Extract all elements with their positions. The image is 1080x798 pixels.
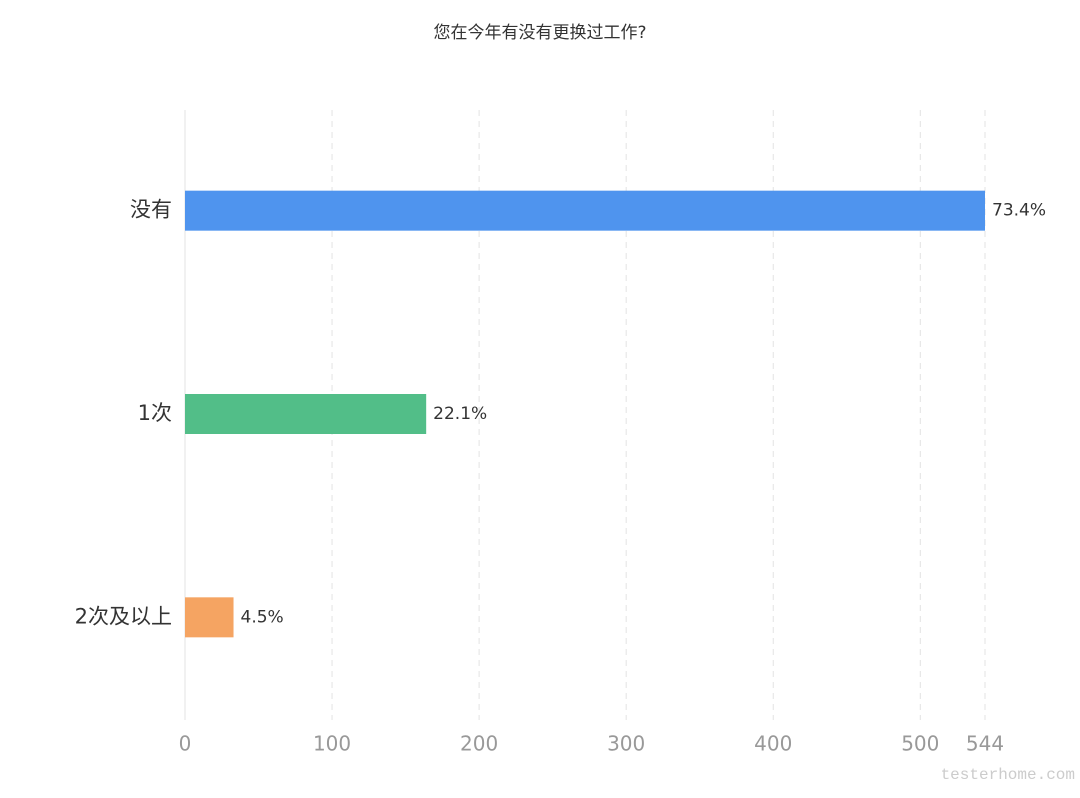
data-label: 22.1% (433, 404, 487, 424)
watermark: testerhome.com (941, 766, 1075, 784)
y-tick-label: 2次及以上 (75, 604, 172, 628)
bar (185, 190, 985, 231)
x-tick-label: 300 (607, 732, 645, 756)
y-tick-label: 没有 (130, 198, 172, 222)
data-label: 4.5% (241, 607, 284, 627)
x-tick-label: 200 (460, 732, 498, 756)
chart-title: 您在今年有没有更换过工作? (433, 23, 646, 43)
x-tick-label: 400 (754, 732, 792, 756)
x-tick-label: 500 (901, 732, 939, 756)
x-tick-label: 544 (966, 732, 1004, 756)
bar (185, 394, 427, 434)
x-tick-label: 100 (313, 732, 351, 756)
y-tick-label: 1次 (138, 401, 172, 425)
x-tick-label: 0 (179, 732, 192, 756)
bar (185, 597, 234, 638)
data-label: 73.4% (992, 201, 1046, 221)
